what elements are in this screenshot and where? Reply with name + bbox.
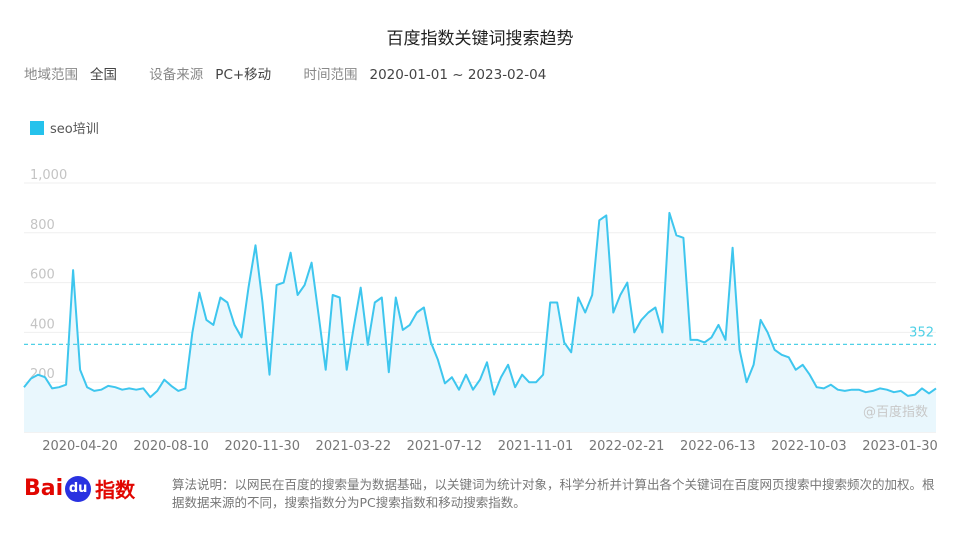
x-tick-label: 2021-11-01 <box>498 439 574 454</box>
series-line <box>23 211 937 399</box>
x-tick-label: 2021-03-22 <box>316 439 392 454</box>
y-tick-label: 1,000 <box>30 168 67 183</box>
x-tick-label: 2020-08-10 <box>133 439 209 454</box>
reference-label: 352 <box>909 325 934 340</box>
x-tick-label: 2022-10-03 <box>771 439 847 454</box>
chart-title: 百度指数关键词搜索趋势 <box>386 29 574 49</box>
legend-swatch <box>30 120 44 135</box>
x-tick-label: 2020-04-20 <box>42 439 118 454</box>
x-tick-label: 2023-01-30 <box>862 439 938 454</box>
device-value: PC+移动 <box>215 67 272 83</box>
x-tick-label: 2022-02-21 <box>589 439 665 454</box>
time-range-value: 2020-01-01 ~ 2023-02-04 <box>369 67 547 83</box>
baidu-index-logo: Bai du 指数 <box>24 475 136 502</box>
x-tick-label: 2022-06-13 <box>680 439 756 454</box>
y-tick-label: 600 <box>30 268 55 283</box>
legend[interactable]: seo培训 <box>30 118 99 137</box>
y-tick-label: 400 <box>30 317 55 332</box>
algorithm-note: 算法说明：以网民在百度的搜索量为数据基础，以关键词为统计对象，科学分析并计算出各… <box>172 477 935 510</box>
region-label: 地域范围 <box>24 67 78 83</box>
region-value: 全国 <box>90 67 117 83</box>
watermark: @百度指数 <box>863 404 928 420</box>
x-tick-label: 2021-07-12 <box>407 439 483 454</box>
filter-bar: 地域范围 全国 设备来源 PC+移动 时间范围 2020-01-01 ~ 2023-0… <box>24 63 574 83</box>
legend-label: seo培训 <box>50 122 99 137</box>
y-tick-label: 800 <box>30 218 55 233</box>
x-tick-label: 2020-11-30 <box>224 439 300 454</box>
series-area <box>24 212 936 432</box>
device-label: 设备来源 <box>149 67 204 83</box>
time-range-label: 时间范围 <box>303 67 358 83</box>
